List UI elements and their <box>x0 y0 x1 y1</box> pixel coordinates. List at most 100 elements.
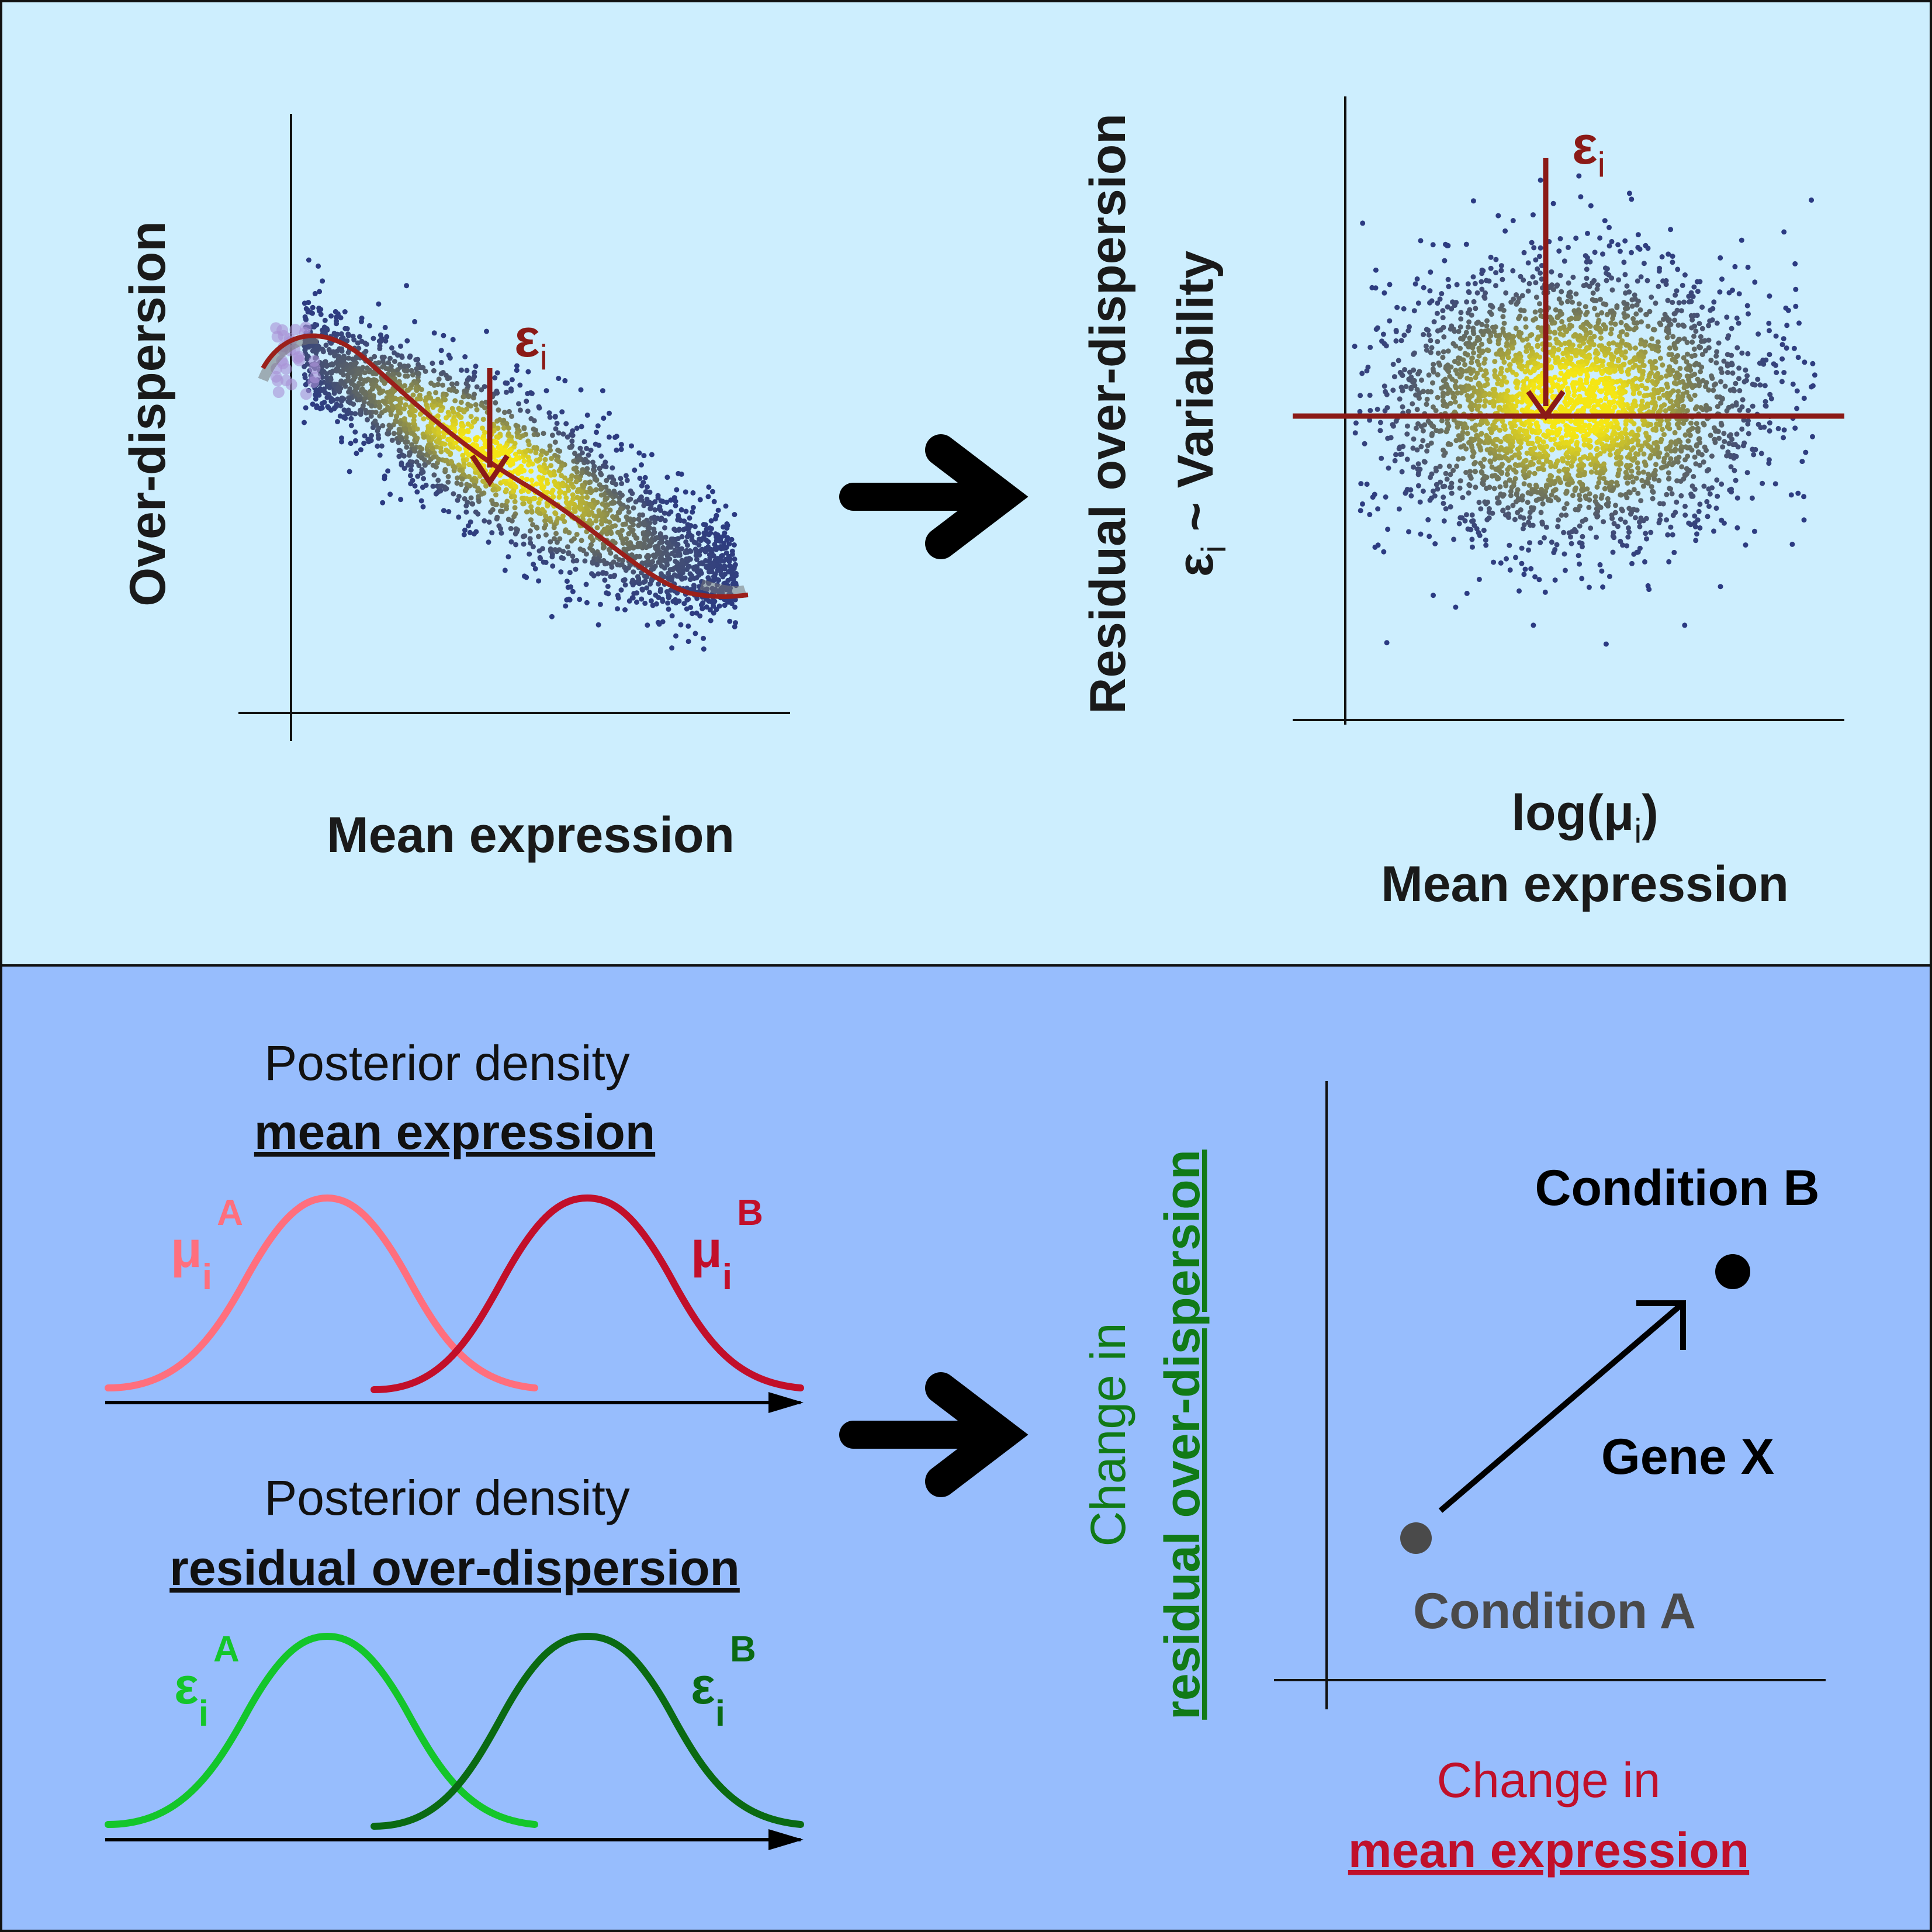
density-point <box>1396 358 1401 363</box>
density-point <box>1585 456 1591 461</box>
density-point <box>1657 512 1663 518</box>
density-point <box>272 375 284 387</box>
density-point <box>387 355 393 361</box>
density-point <box>631 517 637 522</box>
density-point <box>380 423 386 428</box>
density-point <box>640 520 646 526</box>
density-point <box>1634 549 1640 555</box>
density-point <box>573 479 579 484</box>
density-point <box>604 496 610 501</box>
density-point <box>652 507 658 513</box>
density-point <box>1781 370 1787 375</box>
density-point <box>1422 459 1428 465</box>
density-point <box>1357 408 1363 414</box>
density-point <box>461 394 466 400</box>
density-point <box>410 425 416 431</box>
density-point <box>579 470 585 476</box>
density-point <box>1539 276 1545 282</box>
density-point <box>513 456 519 462</box>
density-point <box>1734 495 1740 501</box>
density-point <box>622 577 628 583</box>
density-point <box>1566 440 1571 446</box>
density-point <box>567 445 573 450</box>
density-point <box>1478 366 1484 372</box>
density-point <box>438 348 444 354</box>
density-point <box>642 600 648 606</box>
density-point <box>646 525 652 531</box>
density-point <box>430 361 435 366</box>
density-point <box>1643 386 1649 391</box>
density-point <box>1510 503 1516 508</box>
density-point <box>422 462 428 468</box>
density-point <box>1457 403 1463 409</box>
density-point <box>1604 391 1609 397</box>
density-point <box>727 556 733 562</box>
density-point <box>642 475 648 480</box>
density-point <box>1668 227 1674 233</box>
density-point <box>445 474 451 479</box>
density-point <box>508 388 514 394</box>
density-point <box>1435 339 1441 344</box>
density-point <box>442 397 448 403</box>
density-point <box>1685 351 1690 357</box>
density-point <box>435 382 441 387</box>
density-point <box>1670 300 1675 305</box>
density-point <box>361 441 367 446</box>
density-point <box>428 420 434 426</box>
density-point <box>476 498 482 504</box>
density-point <box>681 518 687 524</box>
density-point <box>570 428 576 434</box>
density-point <box>1418 424 1424 430</box>
density-point <box>572 508 578 514</box>
density-point <box>1504 556 1509 562</box>
density-point <box>570 484 576 490</box>
density-point <box>452 465 458 470</box>
density-point <box>408 463 414 469</box>
density-point <box>404 387 410 393</box>
density-point <box>302 363 307 369</box>
density-point <box>1577 343 1583 349</box>
density-point <box>503 380 508 386</box>
density-point <box>1609 390 1614 396</box>
density-point <box>1715 493 1720 499</box>
density-point <box>474 384 480 390</box>
density-point <box>1466 482 1472 487</box>
density-point <box>591 573 597 579</box>
density-point <box>1637 524 1643 529</box>
density-point <box>425 426 431 432</box>
density-point <box>595 571 601 577</box>
density-point <box>1597 343 1602 349</box>
density-point <box>641 453 647 459</box>
y-axis-label: Over-dispersion <box>120 221 176 607</box>
y-axis-label-line1: Residual over-dispersion <box>1080 113 1136 714</box>
density-point <box>501 425 507 431</box>
density-point <box>1502 228 1508 234</box>
density-point <box>441 434 446 439</box>
density-point <box>534 481 539 487</box>
density-point <box>1772 481 1778 487</box>
density-point <box>330 397 336 403</box>
density-point <box>1632 399 1638 404</box>
density-point <box>1458 310 1464 316</box>
density-point <box>1556 517 1561 523</box>
density-point <box>1421 332 1427 337</box>
density-point <box>417 392 423 398</box>
density-point <box>1670 254 1675 259</box>
density-point <box>352 438 358 444</box>
density-point <box>1559 318 1565 324</box>
density-point <box>1577 523 1583 529</box>
density-point <box>369 432 374 438</box>
density-point <box>1521 572 1527 577</box>
fit-band-right <box>700 579 747 597</box>
density-point <box>614 447 619 453</box>
density-point <box>1550 200 1556 206</box>
density-point <box>352 411 358 417</box>
density-point <box>1469 400 1474 406</box>
density-point <box>1699 352 1705 358</box>
density-point <box>420 469 426 475</box>
density-point <box>1545 453 1550 459</box>
density-point <box>1713 505 1719 511</box>
density-point <box>372 354 378 359</box>
density-point <box>733 573 739 579</box>
density-point <box>1418 444 1424 449</box>
